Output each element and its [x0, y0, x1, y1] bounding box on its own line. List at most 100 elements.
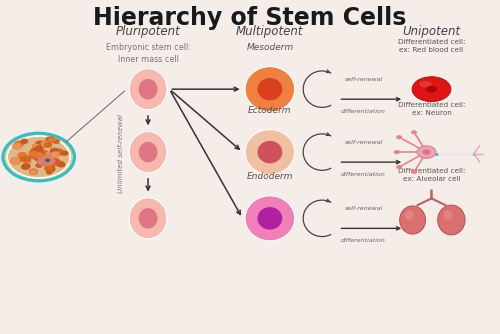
Ellipse shape [258, 78, 282, 101]
Ellipse shape [404, 210, 413, 220]
Circle shape [36, 141, 44, 147]
Circle shape [51, 151, 60, 157]
Ellipse shape [129, 198, 167, 239]
Text: Multipotent: Multipotent [236, 25, 304, 37]
Ellipse shape [245, 130, 295, 175]
Ellipse shape [400, 206, 425, 234]
Text: Embryonic stem cell:
Inner mass cell: Embryonic stem cell: Inner mass cell [106, 43, 190, 63]
Ellipse shape [417, 146, 436, 158]
Ellipse shape [444, 210, 452, 220]
Circle shape [33, 155, 42, 161]
Circle shape [50, 148, 58, 153]
Ellipse shape [258, 141, 282, 163]
Circle shape [12, 143, 22, 149]
Ellipse shape [438, 205, 465, 235]
Circle shape [37, 151, 44, 156]
Text: Pluripotent: Pluripotent [116, 25, 180, 37]
Circle shape [10, 157, 21, 164]
Circle shape [36, 163, 43, 168]
Text: Unlimited self-renewal: Unlimited self-renewal [118, 114, 124, 193]
Ellipse shape [412, 77, 451, 102]
Circle shape [18, 152, 27, 159]
Text: differentiation: differentiation [341, 109, 386, 114]
Circle shape [34, 155, 41, 160]
Circle shape [45, 159, 50, 162]
Text: Endoderm: Endoderm [246, 172, 293, 181]
Circle shape [40, 157, 50, 163]
Text: Differentiated cell:
ex: Alveolar cell: Differentiated cell: ex: Alveolar cell [398, 168, 465, 182]
Circle shape [41, 154, 50, 161]
Circle shape [24, 158, 31, 162]
Ellipse shape [245, 196, 295, 241]
Ellipse shape [138, 208, 158, 228]
Ellipse shape [258, 207, 282, 229]
Text: Unipotent: Unipotent [402, 25, 460, 37]
Text: Ectoderm: Ectoderm [248, 106, 292, 115]
Circle shape [38, 155, 45, 159]
Circle shape [394, 150, 400, 154]
Ellipse shape [36, 156, 56, 166]
Circle shape [24, 160, 31, 164]
Ellipse shape [129, 68, 167, 110]
Circle shape [53, 149, 64, 156]
Ellipse shape [422, 149, 430, 155]
Text: Hierarchy of Stem Cells: Hierarchy of Stem Cells [94, 6, 406, 30]
Circle shape [32, 144, 40, 149]
Circle shape [46, 166, 56, 172]
Circle shape [44, 165, 54, 172]
Circle shape [20, 139, 28, 144]
Circle shape [34, 152, 40, 156]
Circle shape [46, 163, 55, 169]
Circle shape [29, 170, 37, 175]
Text: differentiation: differentiation [341, 172, 386, 177]
Circle shape [30, 148, 40, 154]
Circle shape [29, 169, 38, 174]
Circle shape [22, 163, 30, 169]
Circle shape [411, 170, 417, 174]
Circle shape [29, 150, 38, 156]
Circle shape [34, 146, 43, 152]
Circle shape [36, 157, 44, 163]
Ellipse shape [129, 132, 167, 173]
Ellipse shape [426, 86, 437, 93]
Ellipse shape [245, 67, 295, 112]
Text: self-renewal: self-renewal [345, 76, 384, 81]
Circle shape [33, 153, 43, 161]
Circle shape [43, 162, 50, 166]
Circle shape [21, 164, 29, 170]
Ellipse shape [420, 81, 432, 88]
Circle shape [46, 170, 52, 174]
Circle shape [20, 156, 30, 162]
Text: self-renewal: self-renewal [345, 140, 384, 145]
Circle shape [411, 130, 417, 134]
Circle shape [40, 153, 46, 157]
Circle shape [50, 158, 60, 164]
Circle shape [35, 154, 43, 160]
Circle shape [42, 155, 50, 161]
Circle shape [3, 133, 74, 181]
Circle shape [48, 137, 56, 143]
Circle shape [58, 162, 65, 167]
Text: Differentiated cell:
ex: Red blood cell: Differentiated cell: ex: Red blood cell [398, 39, 465, 53]
Circle shape [61, 151, 68, 156]
Text: differentiation: differentiation [341, 238, 386, 243]
Circle shape [52, 139, 60, 144]
Circle shape [56, 161, 64, 167]
Ellipse shape [138, 142, 158, 162]
Circle shape [44, 142, 52, 148]
Circle shape [396, 135, 402, 139]
Circle shape [34, 153, 43, 159]
Circle shape [34, 152, 44, 159]
Text: self-renewal: self-renewal [345, 206, 384, 211]
Circle shape [38, 160, 45, 165]
Circle shape [396, 165, 402, 169]
Circle shape [45, 152, 52, 156]
Text: Mesoderm: Mesoderm [246, 43, 294, 52]
Ellipse shape [138, 79, 158, 100]
Circle shape [29, 150, 39, 157]
Circle shape [7, 136, 70, 178]
Circle shape [28, 153, 36, 159]
Circle shape [45, 136, 55, 143]
Circle shape [36, 159, 43, 163]
Text: Differentiated cell:
ex: Neuron: Differentiated cell: ex: Neuron [398, 102, 465, 116]
